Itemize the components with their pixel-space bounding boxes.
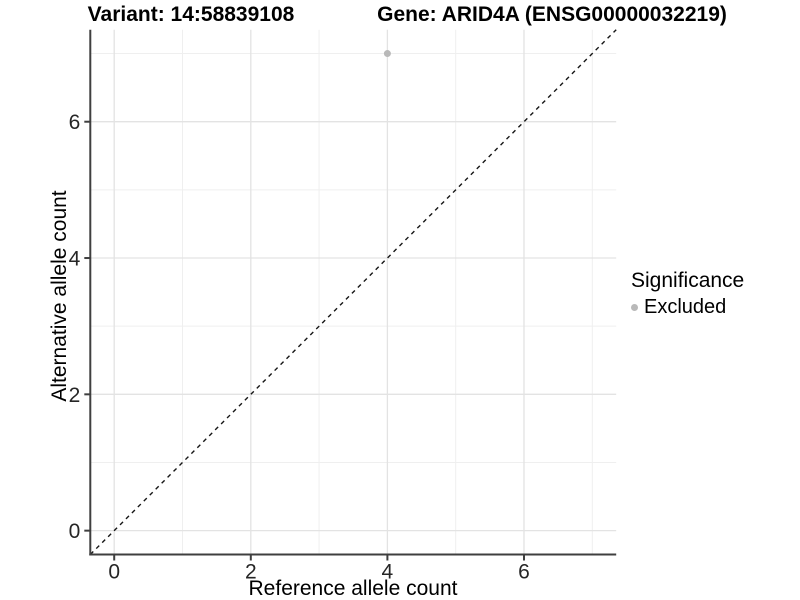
legend-title: Significance (631, 269, 745, 292)
legend: Significance Excluded (631, 269, 744, 319)
y-tick-label-6: 6 (69, 111, 81, 134)
legend-item-excluded: Excluded (631, 296, 744, 319)
x-tick-label-2: 2 (245, 561, 257, 584)
y-axis-title: Alternative allele count (48, 190, 71, 402)
data-point-excluded[interactable] (383, 50, 391, 58)
identity-dashed-line (89, 29, 617, 555)
y-tick-label-4: 4 (69, 248, 81, 271)
x-tick-label-0: 0 (108, 561, 120, 584)
y-tick-label-0: 0 (69, 520, 81, 543)
x-tick-label-6: 6 (518, 561, 530, 584)
plot-title-variant: Variant: 14:58839108 (87, 3, 295, 26)
x-axis-title: Reference allele count (248, 577, 458, 600)
legend-item-label: Excluded (644, 296, 727, 318)
plot-title-gene: Gene: ARID4A (ENSG00000032219) (377, 3, 727, 26)
x-tick-label-4: 4 (382, 561, 394, 584)
y-tick-label-2: 2 (69, 384, 81, 407)
excluded-point-icon (631, 304, 638, 311)
